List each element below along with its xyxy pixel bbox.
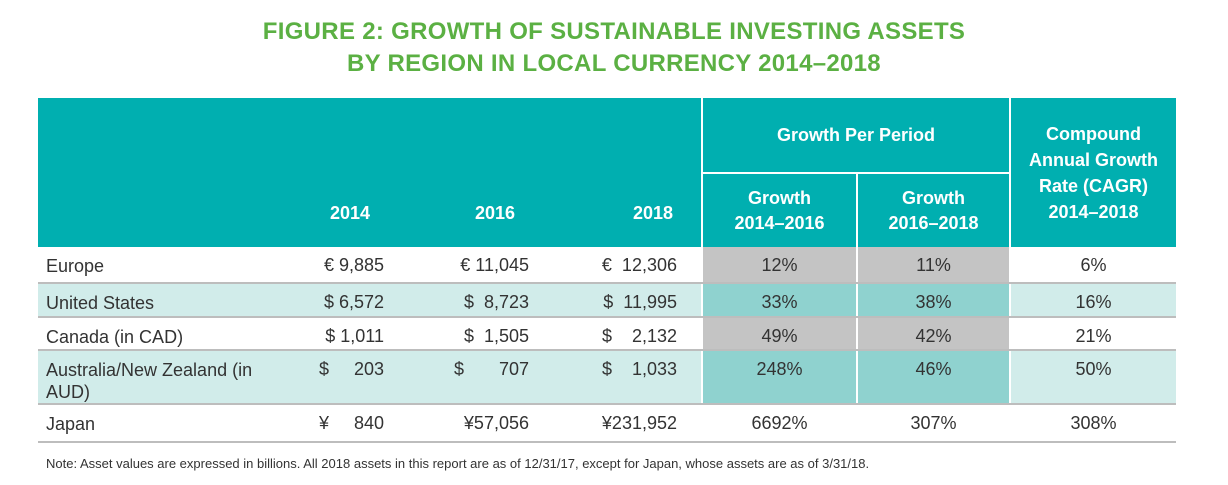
value-2018-cell: € 12,306 (535, 247, 702, 284)
title-line-2: BY REGION IN LOCAL CURRENCY 2014–2018 (347, 50, 881, 77)
value-2016-cell: ¥57,056 (390, 404, 535, 443)
value-2018-cell: $ 1,033 (535, 350, 702, 405)
table-row: Canada (in CAD) $ 1,011 $ 1,505 $ 2,132 49% 4… (38, 317, 1176, 351)
value-2014-cell: ¥ 840 (290, 404, 390, 443)
growth-2016-2018-cell: 42% (856, 317, 1010, 351)
table-note: Note: Asset values are expressed in bill… (46, 456, 870, 471)
value-2014-cell: $ 1,011 (290, 317, 390, 351)
cagr-cell: 16% (1009, 283, 1176, 318)
assets-table: 2014 2016 2018 Growth Per Period Compoun… (38, 98, 1176, 443)
cagr-cell: 50% (1009, 350, 1176, 405)
growth-2014-2016-cell: 6692% (701, 404, 857, 443)
cagr-cell: 21% (1009, 317, 1176, 351)
header-2016: 2016 (390, 98, 535, 247)
region-cell: United States (38, 283, 290, 318)
table-row: Japan ¥ 840 ¥57,056 ¥231,952 6692% 307% 308% (38, 404, 1176, 443)
value-2018-cell: $ 11,995 (535, 283, 702, 318)
value-2018-cell: ¥231,952 (535, 404, 702, 443)
region-cell: Japan (38, 404, 290, 443)
growth-2014-2016-cell: 248% (701, 350, 857, 405)
growth-2014-2016-cell: 49% (701, 317, 857, 351)
region-cell: Canada (in CAD) (38, 317, 290, 351)
figure-title: FIGURE 2: GROWTH OF SUSTAINABLE INVESTIN… (0, 16, 1228, 80)
header-2014: 2014 (290, 98, 390, 247)
header-growth-2014-2016: Growth 2014–2016 (701, 173, 857, 247)
header-region (38, 98, 290, 247)
table-row: Europe € 9,885 € 11,045 € 12,306 12% 11% 6% (38, 247, 1176, 284)
growth-2014-2016-cell: 12% (701, 247, 857, 284)
value-2016-cell: $ 1,505 (390, 317, 535, 351)
value-2016-cell: € 11,045 (390, 247, 535, 284)
growth-2016-2018-cell: 46% (856, 350, 1010, 405)
header-growth-2016-2018: Growth 2016–2018 (856, 173, 1010, 247)
cagr-cell: 6% (1009, 247, 1176, 284)
growth-2014-2016-cell: 33% (701, 283, 857, 318)
header-growth-per-period: Growth Per Period (701, 98, 1010, 174)
growth-2016-2018-cell: 307% (856, 404, 1010, 443)
value-2014-cell: € 9,885 (290, 247, 390, 284)
value-2014-cell: $ 203 (290, 350, 390, 405)
table-row: Australia/New Zealand (in AUD) $ 203 $ 707… (38, 350, 1176, 405)
cagr-cell: 308% (1009, 404, 1176, 443)
header-2018: 2018 (535, 98, 702, 247)
growth-2016-2018-cell: 11% (856, 247, 1010, 284)
growth-2016-2018-cell: 38% (856, 283, 1010, 318)
header-cagr: Compound Annual Growth Rate (CAGR) 2014–… (1009, 98, 1176, 247)
region-cell: Australia/New Zealand (in AUD) (38, 350, 290, 405)
value-2016-cell: $ 8,723 (390, 283, 535, 318)
table-row: United States $ 6,572 $ 8,723 $ 11,995 33% 38… (38, 283, 1176, 318)
region-cell: Europe (38, 247, 290, 284)
title-line-1: FIGURE 2: GROWTH OF SUSTAINABLE INVESTIN… (262, 18, 966, 45)
value-2016-cell: $ 707 (390, 350, 535, 405)
value-2014-cell: $ 6,572 (290, 283, 390, 318)
value-2018-cell: $ 2,132 (535, 317, 702, 351)
